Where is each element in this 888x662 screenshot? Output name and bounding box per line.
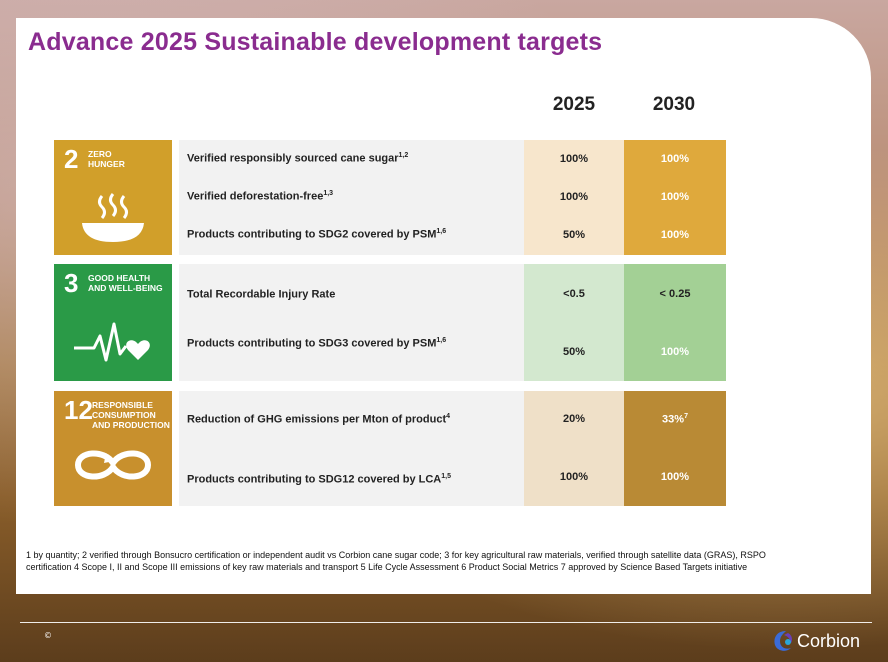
footer-divider [20, 622, 872, 623]
sdg2-2030-column [624, 140, 726, 255]
sdg3-row1-2025: <0.5 [563, 288, 585, 300]
sdg12-row1-label: Reduction of GHG emissions per Mton of p… [187, 413, 451, 426]
sdg2-number: 2 [64, 144, 79, 174]
sdg3-tile: 3 GOOD HEALTH AND WELL-BEING [54, 264, 172, 381]
sdg3-row1-2030: < 0.25 [659, 288, 691, 300]
sdg2-2025-column [524, 140, 624, 255]
sdg2-row1-2030: 100% [660, 153, 690, 165]
bowl-icon [82, 193, 144, 242]
sdg12-row1-2030: 33%7 [662, 413, 688, 426]
sdg3-2030-column [624, 264, 726, 381]
sdg2-description-box [179, 140, 524, 255]
sdg12-row2-2025: 100% [559, 471, 589, 483]
sdg12-2030-column [624, 391, 726, 506]
sdg12-tile: 12 RESPONSIBLE CONSUMPTION AND PRODUCTION [54, 391, 172, 506]
sdg12-row2-label: Products contributing to SDG12 covered b… [187, 473, 451, 486]
sdg12-number: 12 [64, 395, 93, 425]
sdg2-row1-label: Verified responsibly sourced cane sugar1… [187, 152, 409, 165]
sdg2-tile: 2 ZERO HUNGER [54, 140, 172, 255]
sdg2-row2-2025: 100% [559, 191, 589, 203]
sdg2-row3-label: Products contributing to SDG2 covered by… [187, 228, 447, 241]
corbion-logo: Corbion [772, 627, 860, 655]
sdg12-name: RESPONSIBLE CONSUMPTION AND PRODUCTION [92, 400, 170, 430]
sdg2-row2-2030: 100% [660, 191, 690, 203]
heartbeat-icon [74, 322, 150, 362]
sdg3-number: 3 [64, 268, 79, 298]
sdg2-row3-2030: 100% [660, 229, 690, 241]
year-2025-header: 2025 [552, 94, 596, 115]
sdg2-row1-2025: 100% [559, 153, 589, 165]
sdg12-row2-2030: 100% [660, 471, 690, 483]
sdg12-row1-2025: 20% [562, 413, 586, 425]
sdg2-row3-2025: 50% [562, 229, 586, 241]
sdg3-2025-column [524, 264, 624, 381]
sdg12-description-box [179, 391, 524, 506]
sdg3-row2-2025: 50% [562, 346, 586, 358]
sdg3-row2-2030: 100% [660, 346, 690, 358]
sdg3-row1-label: Total Recordable Injury Rate [187, 288, 336, 301]
year-2030-header: 2030 [652, 94, 696, 115]
sdg3-name: GOOD HEALTH AND WELL-BEING [88, 273, 163, 293]
corbion-logo-icon [774, 631, 792, 651]
sdg12-2025-column [524, 391, 624, 506]
footnote: 1 by quantity; 2 verified through Bonsuc… [26, 550, 766, 572]
copyright: © [44, 631, 52, 640]
sdg2-name: ZERO HUNGER [88, 149, 125, 169]
brand-name: Corbion [797, 630, 861, 651]
sdg2-row2-label: Verified deforestation-free1,3 [187, 190, 334, 203]
sdg3-row2-label: Products contributing to SDG3 covered by… [187, 337, 447, 350]
page-title: Advance 2025 Sustainable development tar… [28, 28, 603, 56]
infinity-icon [74, 450, 152, 480]
sdg3-description-box [179, 264, 524, 381]
